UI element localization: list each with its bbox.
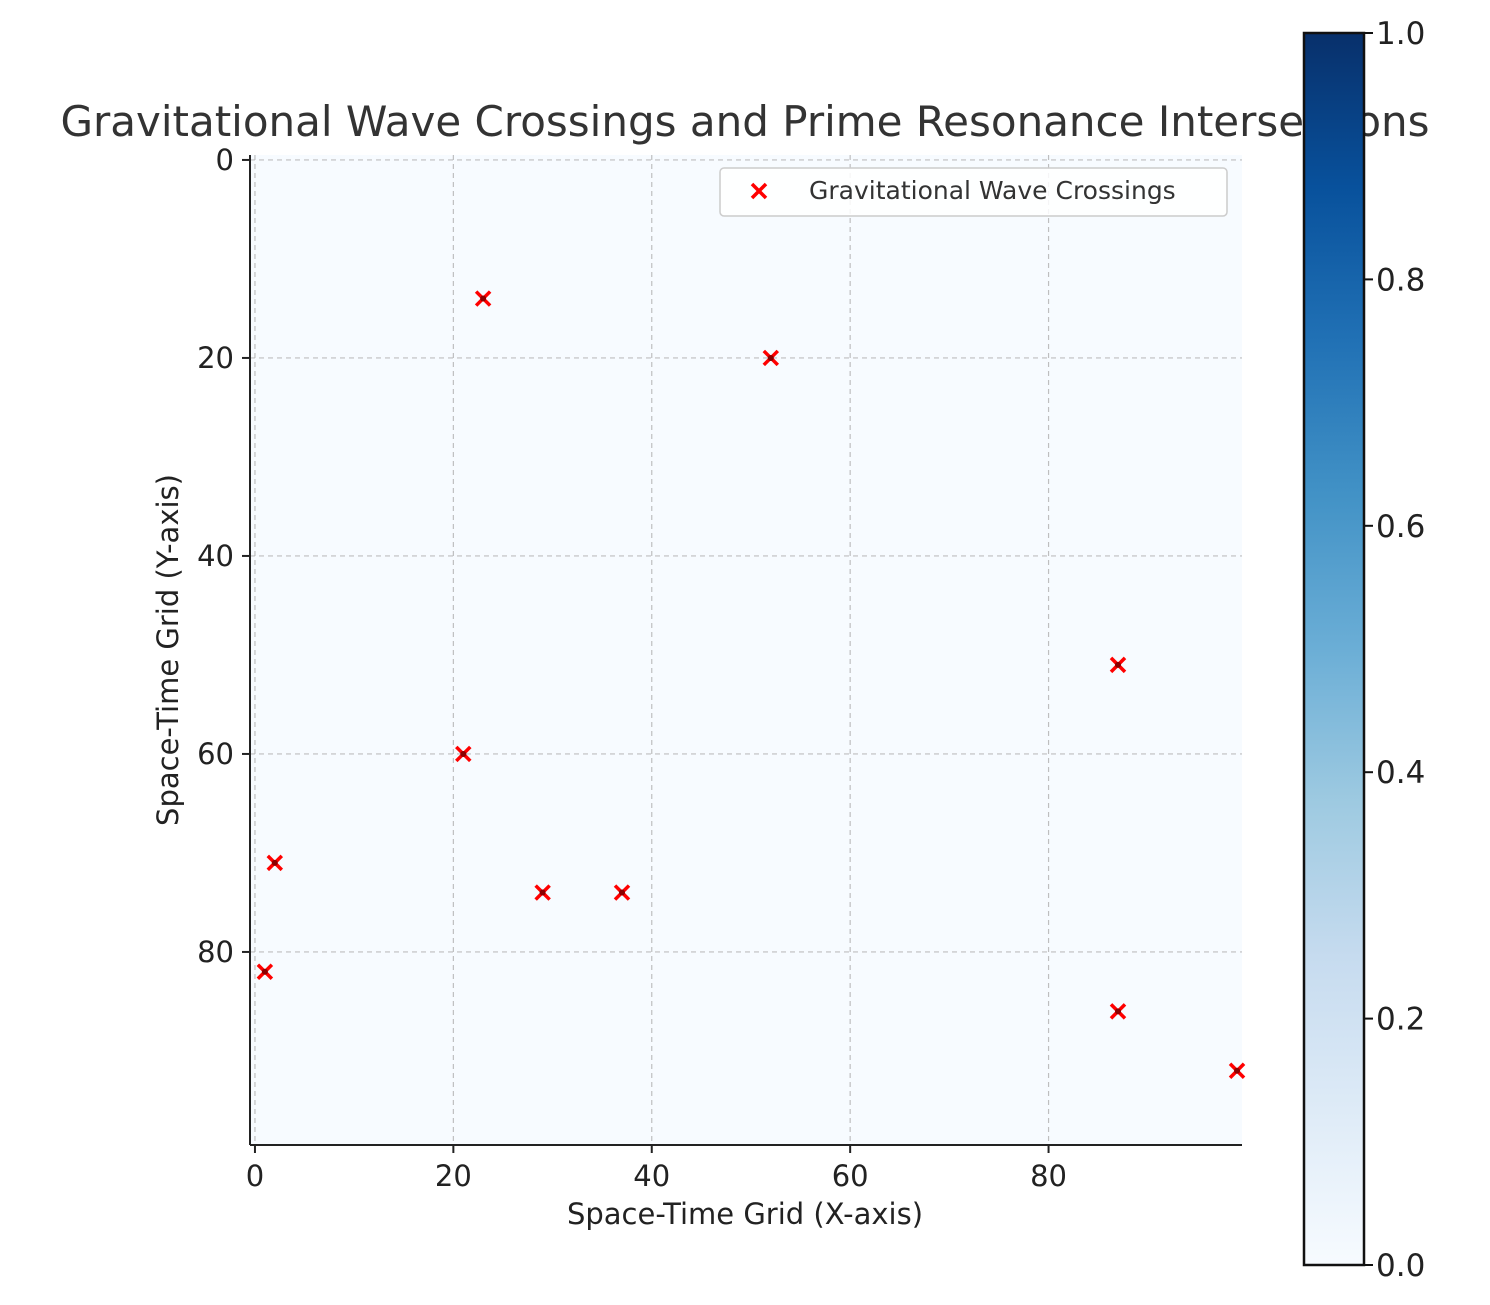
colorbar-ticks: 0.0 0.2 0.4 0.6 0.8 1.0 [1364,16,1425,1284]
x-tick-label: 0 [246,1159,264,1193]
colorbar-tick-label: 0.4 [1376,755,1425,791]
colorbar-tick-label: 0.0 [1376,1248,1425,1284]
data-point [762,349,780,367]
data-point [256,963,274,980]
y-tick-label: 40 [197,539,234,573]
legend: Gravitational Wave Crossings [719,167,1228,217]
y-tick-label: 0 [216,143,234,177]
data-point [266,854,284,872]
colorbar [1302,31,1366,1267]
data-point [455,745,472,763]
data-point [613,884,631,901]
x-tick-label: 40 [633,1159,670,1193]
data-point [1109,1003,1127,1020]
colorbar-tick-label: 0.8 [1376,262,1425,298]
y-ticks: 0 20 40 60 80 [197,143,250,969]
grid [250,155,1242,1145]
data-point [1109,656,1127,674]
legend-marker [750,182,768,200]
x-ticks: 0 20 40 60 80 [246,1145,1067,1193]
chart-title: Gravitational Wave Crossings and Prime R… [60,97,1429,146]
x-tick-label: 60 [832,1159,869,1193]
x-axis-label: Space-Time Grid (X-axis) [567,1197,923,1231]
x-tick-label: 20 [435,1159,472,1193]
y-tick-label: 20 [197,341,234,375]
y-tick-label: 80 [197,935,234,969]
legend-box [719,167,1228,217]
y-axis-label: Space-Time Grid (Y-axis) [151,474,185,826]
colorbar-tick-label: 0.2 [1376,1002,1425,1038]
colorbar-tick-label: 1.0 [1376,16,1425,52]
colorbar-tick-label: 0.6 [1376,509,1425,545]
scatter-points [256,290,1246,1079]
x-tick-label: 80 [1030,1159,1067,1193]
data-point [474,290,492,307]
data-point [534,884,551,901]
heatmap-background [250,155,1242,1145]
legend-entry: Gravitational Wave Crossings [809,176,1176,205]
y-tick-label: 60 [197,737,234,771]
data-point [1228,1062,1246,1079]
